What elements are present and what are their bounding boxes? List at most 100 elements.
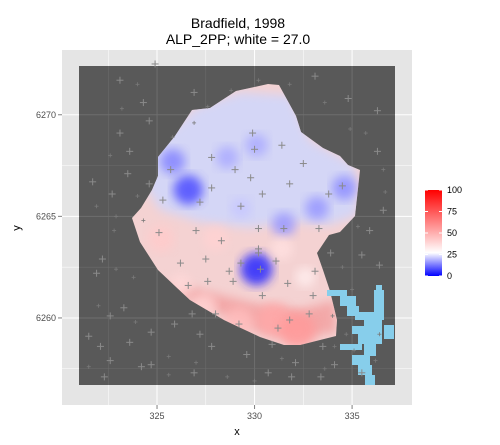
x-tick-label: 325 (150, 411, 165, 421)
polling-point (159, 196, 167, 204)
polling-point (235, 320, 243, 328)
water-cell (365, 375, 375, 385)
polling-point (126, 147, 134, 155)
polling-point (278, 141, 286, 149)
hotspot (147, 225, 175, 252)
polling-point (247, 174, 255, 182)
legend-label: 100 (447, 185, 462, 195)
polling-point (251, 145, 259, 153)
polling-point (100, 373, 108, 381)
legend-label: 0 (447, 271, 452, 281)
polling-point (119, 106, 124, 111)
polling-point (377, 332, 382, 337)
water-cell (358, 334, 382, 344)
polling-point (373, 358, 378, 363)
polling-point (322, 366, 327, 371)
legend-label: 50 (447, 228, 457, 238)
polling-point (184, 281, 192, 289)
polling-point (229, 88, 234, 93)
polling-point (225, 267, 233, 275)
polling-point (350, 287, 355, 292)
polling-point (188, 310, 196, 318)
water-area (327, 285, 394, 385)
hotspot (271, 212, 296, 237)
water-cell (347, 306, 359, 316)
hotspot (202, 226, 229, 252)
polling-point (212, 310, 220, 318)
polling-point (315, 225, 323, 233)
polling-point (176, 259, 184, 267)
water-cell (327, 290, 347, 296)
polling-point (135, 82, 140, 87)
polling-point (344, 95, 352, 103)
polling-point (166, 372, 171, 377)
polling-point (112, 228, 117, 233)
polling-point (190, 369, 198, 377)
polling-point (155, 229, 163, 237)
water-cell (364, 320, 382, 328)
polling-point (256, 78, 261, 83)
water-cell (355, 312, 379, 320)
hotspot (245, 134, 268, 157)
polling-point (231, 166, 239, 174)
polling-point (96, 342, 104, 350)
y-tick-label: 6265 (36, 211, 56, 221)
polling-point (340, 265, 345, 270)
polling-point (258, 190, 266, 198)
hotspot (305, 196, 329, 221)
polling-point (264, 369, 272, 377)
polling-point (114, 214, 119, 219)
water-cell (352, 355, 370, 365)
water-cell (384, 325, 394, 339)
polling-point (330, 313, 335, 318)
polling-point (98, 255, 106, 263)
polling-point (96, 303, 101, 308)
polling-point (94, 204, 99, 209)
water-cell (358, 365, 372, 375)
polling-point (286, 316, 294, 324)
polling-point (196, 330, 204, 338)
polling-point (287, 82, 292, 87)
polling-point (108, 190, 116, 198)
polling-point (106, 357, 114, 365)
y-axis: 6260 6265 6270 (36, 110, 62, 323)
polling-point (145, 180, 153, 188)
x-tick-label: 335 (345, 411, 360, 421)
water-cell (352, 326, 382, 334)
polling-point (373, 147, 381, 155)
polling-point (284, 279, 292, 287)
y-axis-label: y (11, 225, 23, 231)
water-cell (340, 296, 356, 306)
polling-point (292, 359, 300, 367)
polling-point (167, 166, 175, 174)
polling-point (190, 88, 198, 96)
polling-point (317, 373, 325, 381)
polling-point (86, 364, 91, 369)
polling-point (366, 227, 374, 235)
polling-point (225, 374, 230, 379)
chart-subtitle: ALP_2PP; white = 27.0 (166, 31, 311, 47)
polling-point (331, 361, 339, 369)
polling-point (89, 178, 97, 186)
polling-point (202, 255, 210, 263)
polling-point (256, 265, 264, 273)
polling-point (237, 202, 245, 210)
polling-point (124, 170, 132, 178)
hotspot (173, 175, 203, 205)
water-cell (340, 344, 362, 350)
polling-point (166, 354, 171, 359)
polling-point (208, 184, 216, 192)
hotspot (240, 253, 273, 286)
polling-point (327, 249, 335, 257)
polling-point (344, 332, 349, 337)
hotspot (270, 237, 294, 261)
polling-point (116, 76, 124, 84)
polling-point (192, 227, 200, 235)
legend-ticks: 0 25 50 75 100 (425, 185, 462, 281)
polling-point (116, 129, 124, 137)
polling-point (151, 60, 159, 68)
x-axis: 325 330 335 (150, 405, 360, 421)
polling-point (171, 320, 179, 328)
polling-point (208, 342, 216, 350)
x-tick-label: 330 (247, 411, 262, 421)
